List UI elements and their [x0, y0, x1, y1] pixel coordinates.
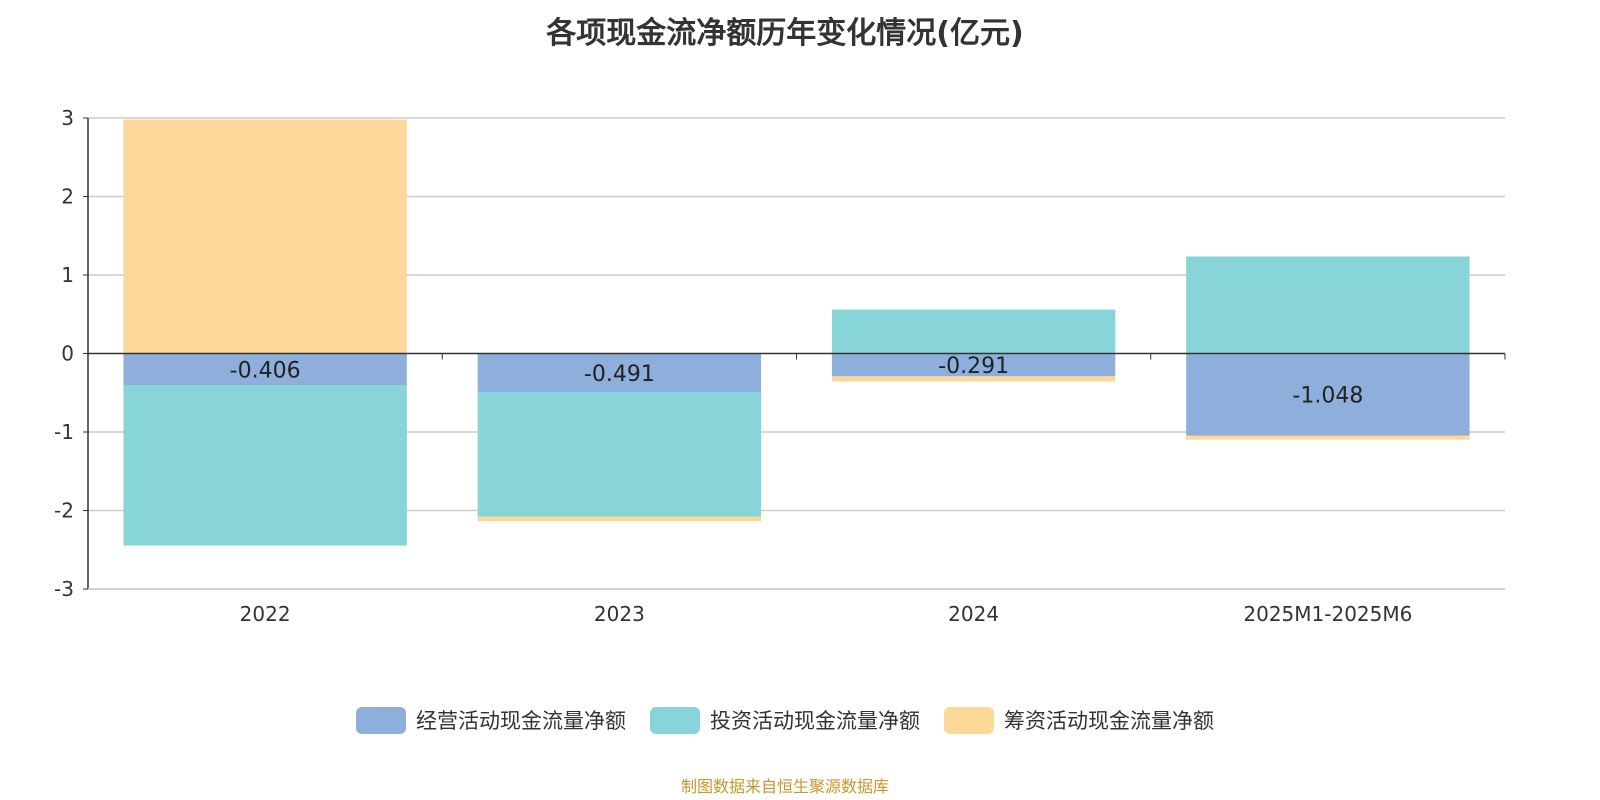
y-tick-label: 3	[61, 106, 74, 130]
bar-segment	[1186, 435, 1470, 440]
data-label: -0.291	[938, 354, 1009, 379]
y-tick-label: -1	[54, 420, 74, 444]
y-tick-label: 0	[61, 342, 74, 366]
legend-swatch	[944, 706, 994, 734]
legend-label: 投资活动现金流量净额	[710, 709, 920, 733]
x-tick-label: 2023	[594, 602, 645, 626]
y-tick-label: -2	[54, 499, 74, 523]
data-label: -0.406	[230, 358, 301, 383]
legend: 经营活动现金流量净额 投资活动现金流量净额 筹资活动现金流量净额	[0, 705, 1570, 735]
chart-title: 各项现金流净额历年变化情况(亿元)	[546, 16, 1024, 51]
legend-swatch	[650, 706, 700, 734]
bar-segment	[831, 309, 1116, 354]
x-tick-label: 2024	[948, 602, 999, 626]
bar-segment	[477, 516, 762, 522]
bar-segment	[477, 353, 762, 393]
bar-segment	[123, 353, 407, 386]
legend-swatch	[356, 706, 406, 734]
data-label: -0.491	[584, 362, 655, 387]
chart-plot: 3 2 1 0 -1 -2 -3 -0.406 2022 -0.491 2023 -0.291 2024…	[54, 106, 1506, 626]
y-tick-label: 2	[61, 185, 74, 209]
legend-item[interactable]: 经营活动现金流量净额	[356, 705, 626, 735]
y-tick-label: 1	[61, 263, 74, 287]
bar-segment	[123, 119, 407, 354]
data-label: -1.048	[1292, 384, 1363, 409]
y-tick-label: -3	[54, 577, 74, 601]
legend-label: 筹资活动现金流量净额	[1004, 709, 1214, 733]
bar-segment	[1186, 353, 1470, 436]
bar-segment	[477, 392, 762, 517]
legend-item[interactable]: 筹资活动现金流量净额	[944, 705, 1214, 735]
x-tick-label: 2022	[240, 602, 291, 626]
bar-segment	[831, 376, 1116, 382]
legend-label: 经营活动现金流量净额	[416, 709, 626, 733]
legend-item[interactable]: 投资活动现金流量净额	[650, 705, 920, 735]
bar-segment	[123, 385, 407, 546]
source-footer: 制图数据来自恒生聚源数据库	[680, 777, 889, 796]
bar-segment	[1186, 256, 1470, 354]
bar-segment	[831, 353, 1116, 377]
x-tick-label: 2025M1-2025M6	[1243, 602, 1412, 626]
